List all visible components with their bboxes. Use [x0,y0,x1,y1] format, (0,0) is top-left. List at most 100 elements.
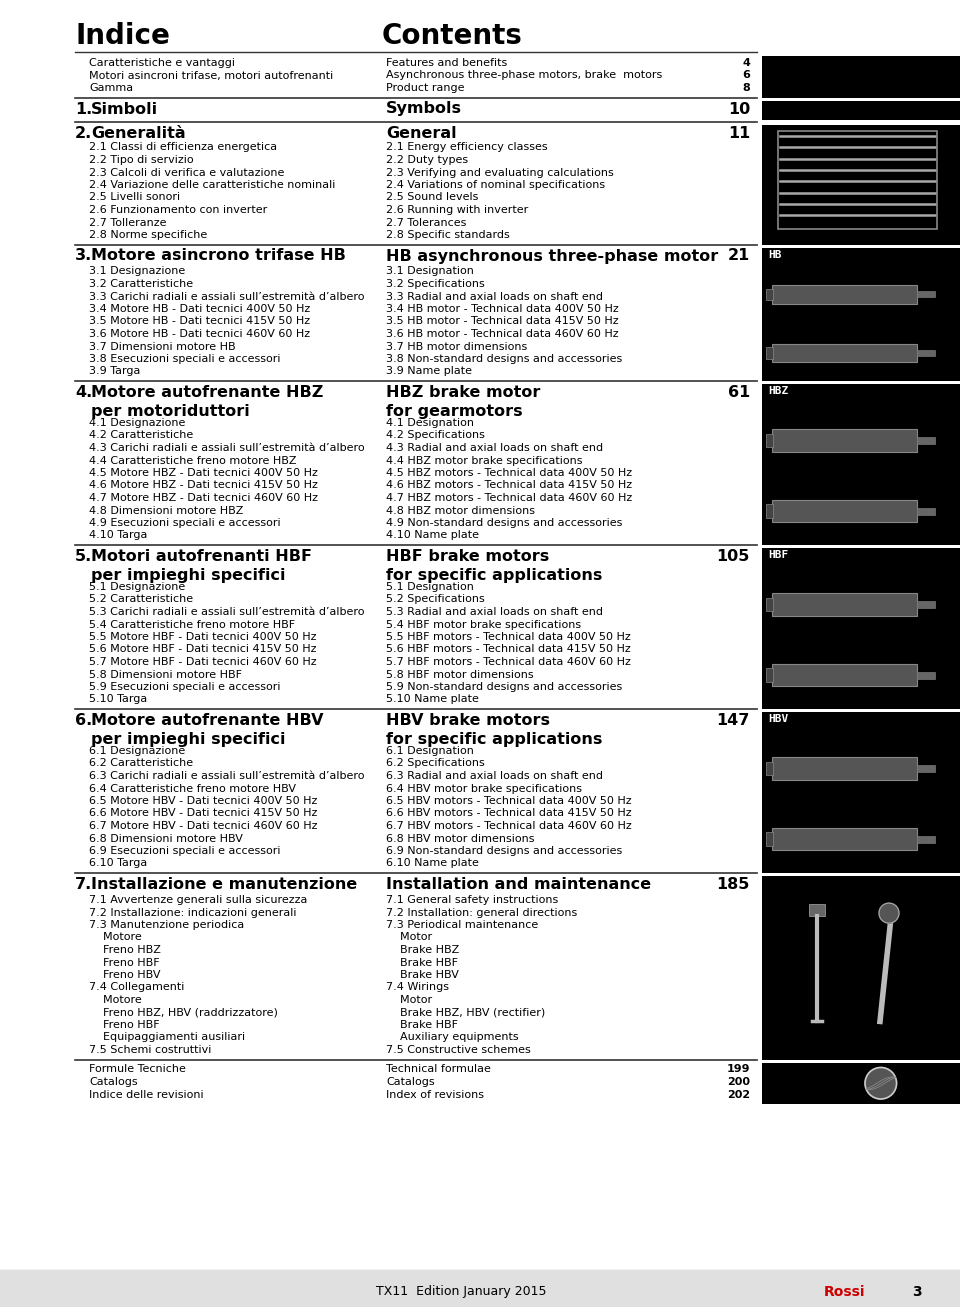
Text: 6.8 HBV motor dimensions: 6.8 HBV motor dimensions [386,834,535,843]
Text: 3.2 Specifications: 3.2 Specifications [386,278,485,289]
Text: 147: 147 [716,714,750,728]
Text: Motori asincroni trifase, motori autofrenanti: Motori asincroni trifase, motori autofre… [89,71,333,81]
Text: Catalogs: Catalogs [386,1077,435,1087]
Text: Motore: Motore [89,932,142,942]
Text: 6.10 Targa: 6.10 Targa [89,859,147,868]
Text: Product range: Product range [386,84,465,93]
Circle shape [879,903,899,923]
Text: 3.5 Motore HB - Dati tecnici 415V 50 Hz: 3.5 Motore HB - Dati tecnici 415V 50 Hz [89,316,310,327]
Text: 6.10 Name plate: 6.10 Name plate [386,859,479,868]
Text: 5.1 Designazione: 5.1 Designazione [89,582,185,592]
Text: Symbols: Symbols [386,102,462,116]
Text: 4.8 HBZ motor dimensions: 4.8 HBZ motor dimensions [386,506,535,515]
Text: 4.5 HBZ motors - Technical data 400V 50 Hz: 4.5 HBZ motors - Technical data 400V 50 … [386,468,632,478]
Text: 5.8 Dimensioni motore HBF: 5.8 Dimensioni motore HBF [89,669,242,680]
Text: 8: 8 [742,84,750,93]
Text: Features and benefits: Features and benefits [386,58,507,68]
Bar [766,505,773,518]
Text: 6.6 Motore HBV - Dati tecnici 415V 50 Hz: 6.6 Motore HBV - Dati tecnici 415V 50 Hz [89,809,318,818]
Bar [772,429,917,452]
Text: 4.2 Specifications: 4.2 Specifications [386,430,485,440]
Text: 2.2 Duty types: 2.2 Duty types [386,156,468,165]
Text: 4.2 Caratteristiche: 4.2 Caratteristiche [89,430,193,440]
Text: 7.3 Periodical maintenance: 7.3 Periodical maintenance [386,920,539,931]
Text: Equipaggiamenti ausiliari: Equipaggiamenti ausiliari [89,1033,245,1043]
Text: Rossi: Rossi [824,1285,866,1298]
Text: 7.4 Collegamenti: 7.4 Collegamenti [89,983,184,992]
Text: 7.4 Wirings: 7.4 Wirings [386,983,449,992]
Text: HBV: HBV [768,714,788,724]
Text: HBZ brake motor
for gearmotors: HBZ brake motor for gearmotors [386,386,540,420]
Text: 6: 6 [742,71,750,81]
Text: 4.3 Radial and axial loads on shaft end: 4.3 Radial and axial loads on shaft end [386,443,603,454]
Text: 3.8 Esecuzioni speciali e accessori: 3.8 Esecuzioni speciali e accessori [89,354,280,365]
Text: 4.7 Motore HBZ - Dati tecnici 460V 60 Hz: 4.7 Motore HBZ - Dati tecnici 460V 60 Hz [89,493,318,503]
Text: Freno HBZ, HBV (raddrizzatore): Freno HBZ, HBV (raddrizzatore) [89,1008,277,1018]
Bar [772,285,917,303]
Text: 7.1 Avvertenze generali sulla sicurezza: 7.1 Avvertenze generali sulla sicurezza [89,895,307,904]
Text: 4.6 HBZ motors - Technical data 415V 50 Hz: 4.6 HBZ motors - Technical data 415V 50 … [386,481,632,490]
Text: 3.7 HB motor dimensions: 3.7 HB motor dimensions [386,341,527,352]
Text: 2.3 Calcoli di verifica e valutazione: 2.3 Calcoli di verifica e valutazione [89,167,284,178]
Text: Brake HBF: Brake HBF [386,1019,458,1030]
Text: 3.1 Designation: 3.1 Designation [386,267,474,277]
Text: General: General [386,125,457,140]
Bar [772,664,917,686]
Text: 4.: 4. [75,386,92,400]
Bar [766,434,773,447]
Bar [772,344,917,362]
Text: Installazione e manutenzione: Installazione e manutenzione [91,877,357,891]
Text: 4: 4 [742,58,750,68]
Text: 2.8 Specific standards: 2.8 Specific standards [386,230,510,240]
Text: 2.6 Running with inverter: 2.6 Running with inverter [386,205,528,214]
Text: HB: HB [768,250,781,260]
Text: 4.8 Dimensioni motore HBZ: 4.8 Dimensioni motore HBZ [89,506,244,515]
Text: 3: 3 [912,1285,922,1298]
Bar [762,56,960,98]
Bar [0,1270,960,1307]
Text: 7.5 Constructive schemes: 7.5 Constructive schemes [386,1046,531,1055]
Text: Freno HBF: Freno HBF [89,1019,159,1030]
Bar [917,508,935,515]
Text: 4.3 Carichi radiali e assiali sull’estremità d’albero: 4.3 Carichi radiali e assiali sull’estre… [89,443,365,454]
Text: 3.2 Caratteristiche: 3.2 Caratteristiche [89,278,193,289]
Text: 6.9 Esecuzioni speciali e accessori: 6.9 Esecuzioni speciali e accessori [89,846,280,856]
Text: 6.2 Caratteristiche: 6.2 Caratteristiche [89,758,193,769]
Bar [917,672,935,678]
Text: 7.1 General safety instructions: 7.1 General safety instructions [386,895,559,904]
Bar [762,876,960,1060]
Bar [778,131,937,229]
Text: HBF brake motors
for specific applications: HBF brake motors for specific applicatio… [386,549,602,583]
Bar [766,289,773,299]
Text: 4.4 HBZ motor brake specifications: 4.4 HBZ motor brake specifications [386,456,583,465]
Text: 3.5 HB motor - Technical data 415V 50 Hz: 3.5 HB motor - Technical data 415V 50 Hz [386,316,618,327]
Text: Brake HBZ, HBV (rectifier): Brake HBZ, HBV (rectifier) [386,1008,545,1018]
Bar [766,668,773,682]
Text: 5.: 5. [75,549,92,565]
Text: 6.2 Specifications: 6.2 Specifications [386,758,485,769]
Text: Gamma: Gamma [89,84,133,93]
Bar [917,835,935,843]
Text: Brake HBZ: Brake HBZ [386,945,459,955]
Text: 5.10 Targa: 5.10 Targa [89,694,147,704]
Bar [762,1063,960,1104]
Text: 2.2 Tipo di servizio: 2.2 Tipo di servizio [89,156,194,165]
Text: 5.4 Caratteristiche freno motore HBF: 5.4 Caratteristiche freno motore HBF [89,620,295,630]
Text: 5.9 Non-standard designs and accessories: 5.9 Non-standard designs and accessories [386,682,622,691]
Text: Brake HBF: Brake HBF [386,958,458,967]
Circle shape [865,1068,897,1099]
Bar [917,291,935,297]
Text: 7.3 Manutenzione periodica: 7.3 Manutenzione periodica [89,920,244,931]
Text: HBZ: HBZ [768,386,788,396]
Text: HB asynchronous three-phase motor: HB asynchronous three-phase motor [386,248,718,264]
Text: 4.10 Targa: 4.10 Targa [89,531,148,541]
Text: Motore: Motore [89,995,142,1005]
Text: Simboli: Simboli [91,102,158,116]
Text: TX11  Edition January 2015: TX11 Edition January 2015 [375,1285,546,1298]
Text: 3.4 Motore HB - Dati tecnici 400V 50 Hz: 3.4 Motore HB - Dati tecnici 400V 50 Hz [89,305,310,314]
Text: 5.8 HBF motor dimensions: 5.8 HBF motor dimensions [386,669,534,680]
Text: 6.6 HBV motors - Technical data 415V 50 Hz: 6.6 HBV motors - Technical data 415V 50 … [386,809,632,818]
Bar [766,597,773,612]
Text: 6.5 HBV motors - Technical data 400V 50 Hz: 6.5 HBV motors - Technical data 400V 50 … [386,796,632,806]
Bar [772,757,917,779]
